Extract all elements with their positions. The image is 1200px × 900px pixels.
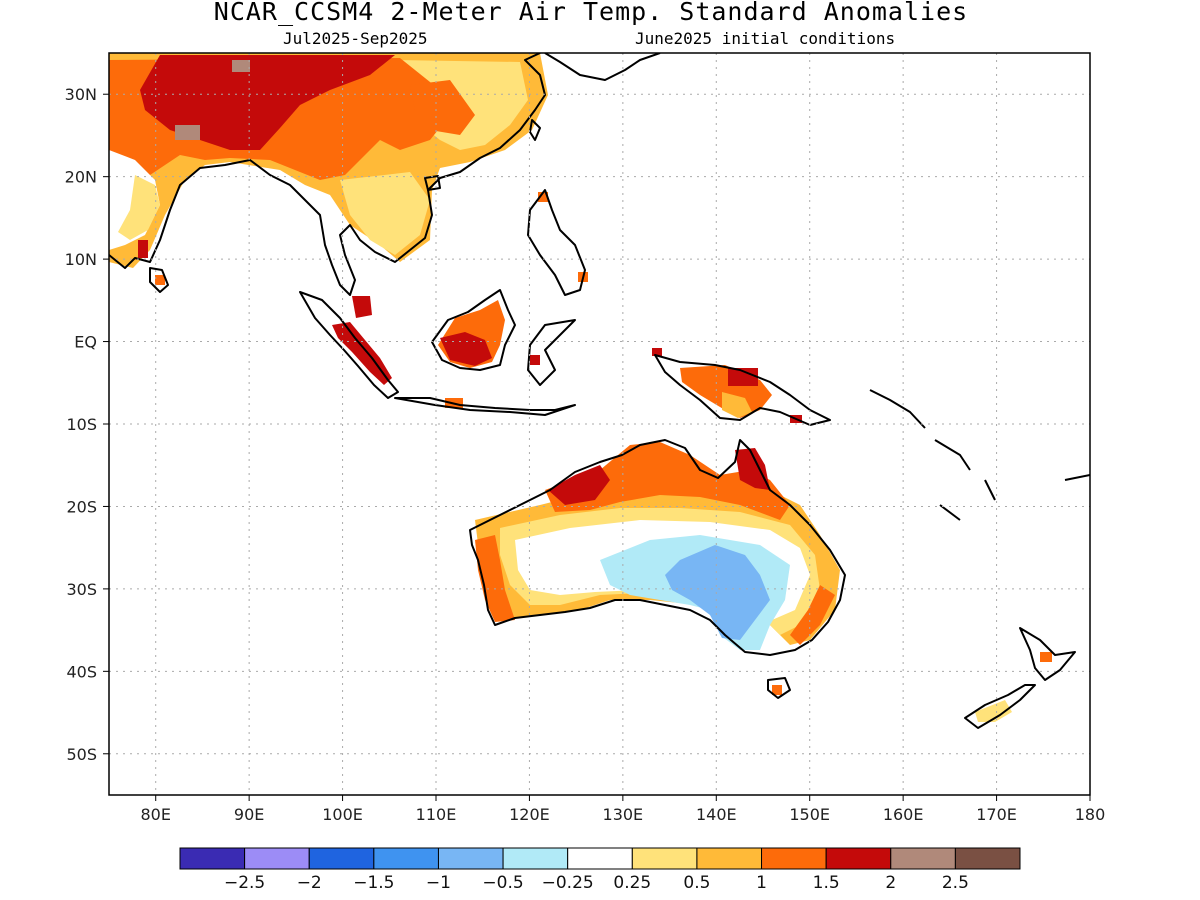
graticule: [109, 53, 1090, 795]
warm-patch: [772, 685, 782, 695]
forecast-period: Jul2025-Sep2025: [283, 29, 428, 48]
color-bar-swatch: [696, 847, 763, 870]
india-025: [118, 175, 160, 240]
coast-asia: [109, 53, 546, 296]
lat-tick-label: 20S: [66, 497, 97, 516]
warm-region-sumatra-b: [352, 296, 372, 318]
lat-tick-label: 10S: [66, 415, 97, 434]
lon-tick-label: 90E: [234, 805, 264, 824]
lat-tick-label: 30S: [66, 580, 97, 599]
color-bar-swatch: [954, 847, 1021, 870]
coast-tasmania: [767, 677, 791, 699]
coast-srilanka: [149, 267, 169, 293]
map-title: NCAR_CCSM4 2-Meter Air Temp. Standard An…: [213, 0, 969, 26]
coast-sumatra: [299, 291, 399, 399]
lon-tick-label: 100E: [322, 805, 363, 824]
warm-region-aus-15-north: [548, 465, 610, 505]
color-bar-swatch: [631, 847, 698, 870]
lat-tick-label: EQ: [74, 333, 97, 352]
color-bar-label: 0.5: [683, 873, 710, 893]
color-bar-label: 2: [885, 873, 896, 893]
warm-patch: [728, 368, 758, 386]
lon-tick-label: 110E: [416, 805, 457, 824]
coast-nz-south: [964, 684, 1036, 729]
warm-patch: [1040, 652, 1052, 662]
color-bar-swatch: [761, 847, 827, 870]
coast-java: [394, 397, 576, 416]
coast-borneo: [431, 289, 516, 371]
lon-tick-label: 160E: [883, 805, 924, 824]
lon-tick-label: 150E: [789, 805, 830, 824]
warm-region-borneo-15: [440, 332, 492, 366]
color-bar-label: 1.5: [813, 873, 840, 893]
lon-tick-label: 170E: [976, 805, 1017, 824]
anomaly-shading: [109, 53, 1052, 722]
lat-tick-label: 50S: [66, 745, 97, 764]
lon-tick-label: 80E: [140, 805, 170, 824]
color-bar-swatch: [890, 847, 956, 870]
axis-ticks: 80E 90E 100E 110E 120E 130E 140E 150E 160E 170E 18…: [65, 85, 1106, 824]
warm-region-aus-1-north: [545, 442, 790, 520]
color-bar-swatch: [825, 847, 892, 870]
color-bar-label: −2.5: [224, 873, 265, 893]
lon-tick-label: 180: [1075, 805, 1106, 824]
color-bar-label: −1.5: [353, 873, 394, 893]
lon-tick-label: 120E: [509, 805, 550, 824]
lon-tick-label: 130E: [603, 805, 644, 824]
warm-region-aus-1-east: [790, 585, 835, 645]
color-bar-label: −2: [297, 873, 322, 893]
warm-region-asia-025b: [340, 172, 430, 255]
warm-region-png-05: [722, 392, 752, 418]
warm-patch: [538, 192, 548, 202]
coast-australia: [469, 439, 846, 656]
coast-sulawesi: [527, 319, 576, 386]
warm-region-asia-1b: [410, 80, 475, 135]
color-bar-label: −0.5: [482, 873, 523, 893]
warm-region-asia-15: [140, 55, 395, 150]
warm-patch: [652, 348, 662, 356]
lat-tick-label: 10N: [65, 250, 97, 269]
warm-region-aus-15-qld: [735, 448, 770, 490]
warm-region-nz: [975, 700, 1012, 722]
coast-nz-north: [1019, 627, 1076, 681]
color-bar-swatch: [502, 847, 569, 870]
lat-tick-label: 30N: [65, 85, 97, 104]
warm-region-sumatra: [332, 322, 392, 385]
warm-region-asia-2b: [175, 125, 200, 140]
initial-conditions: June2025 initial conditions: [635, 29, 896, 48]
cool-region-aus-05: [665, 545, 770, 640]
color-bar-swatch: [308, 847, 375, 870]
warm-region-aus-1-west: [475, 535, 515, 622]
lat-tick-label: 40S: [66, 662, 97, 681]
color-bar-label: 0.25: [613, 873, 651, 893]
color-bar-label: 2.5: [942, 873, 969, 893]
color-bar-label: −0.25: [542, 873, 594, 893]
warm-patch: [530, 355, 540, 365]
color-bar-label: −1: [426, 873, 451, 893]
color-bar-swatch: [179, 847, 246, 870]
warm-region-asia-2: [232, 60, 250, 72]
color-bar-swatch: [567, 847, 633, 870]
color-bar-swatch: [244, 847, 310, 870]
coast-pacific-islands: [869, 389, 1090, 521]
coast-taiwan: [529, 119, 541, 141]
coast-japan: [544, 53, 661, 81]
warm-patch: [138, 240, 148, 258]
warm-patch: [155, 275, 165, 285]
lat-tick-label: 20N: [65, 168, 97, 187]
color-bar: −2.5 −2 −1.5 −1 −0.5 −0.25 0.25 0.5 1 1.5 2 2.5: [179, 847, 1021, 893]
color-bar-swatch: [437, 847, 504, 870]
color-bar-swatch: [373, 847, 439, 870]
coast-hainan: [424, 175, 441, 191]
color-bar-label: 1: [756, 873, 767, 893]
lon-tick-label: 140E: [696, 805, 737, 824]
coast-philippines: [527, 189, 586, 296]
